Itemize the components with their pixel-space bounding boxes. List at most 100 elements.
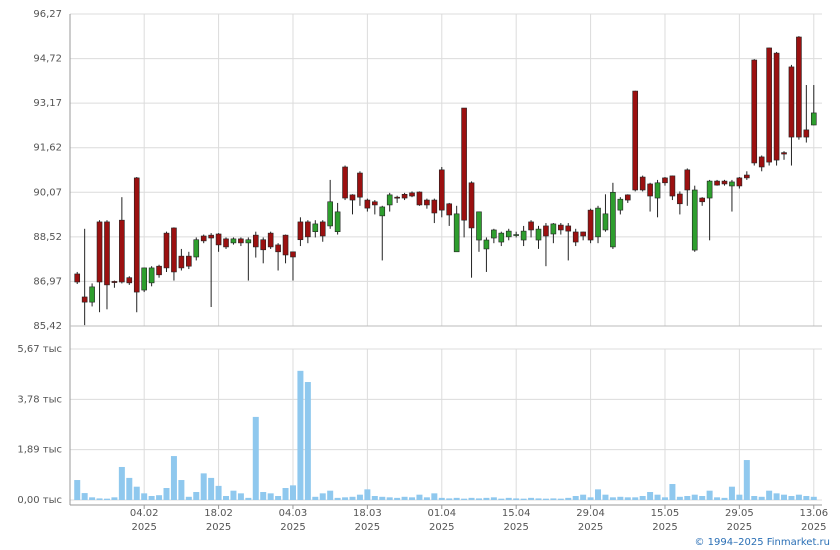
y-tick-label: 0,00 тыс bbox=[17, 495, 62, 506]
volume-bar bbox=[89, 497, 96, 500]
x-tick-label: 18.02 2025 bbox=[204, 508, 233, 533]
candle-body bbox=[468, 182, 475, 229]
volume-bar bbox=[297, 370, 304, 500]
x-tick-label: 29.04 2025 bbox=[576, 508, 605, 533]
volume-bar bbox=[356, 494, 363, 500]
volume-bar bbox=[632, 497, 639, 500]
x-tick-label: 18.03 2025 bbox=[353, 508, 382, 533]
volume-bar bbox=[416, 494, 423, 500]
volume-bar bbox=[431, 493, 438, 500]
volume-bar bbox=[520, 498, 527, 500]
volume-bar bbox=[654, 494, 661, 500]
volume-bar bbox=[714, 497, 721, 500]
volume-bar bbox=[609, 497, 616, 500]
candle-body bbox=[89, 286, 95, 303]
candle-body bbox=[193, 239, 200, 258]
candle-body bbox=[721, 180, 728, 185]
candle-body bbox=[372, 201, 378, 206]
volume-bar bbox=[386, 497, 393, 500]
x-tick-label: 04.02 2025 bbox=[130, 508, 159, 533]
volume-bar bbox=[505, 497, 512, 500]
candle-body bbox=[171, 227, 177, 273]
volume-bar bbox=[275, 496, 282, 500]
candle-body bbox=[379, 206, 386, 217]
volume-bar bbox=[185, 496, 192, 500]
candle-body bbox=[252, 234, 259, 248]
candle-body bbox=[364, 199, 371, 209]
candle-body bbox=[699, 197, 705, 203]
candle-body bbox=[424, 199, 430, 206]
x-tick-label: 01.04 2025 bbox=[427, 508, 456, 533]
volume-bar bbox=[74, 480, 81, 500]
candle-body bbox=[200, 235, 207, 242]
candle-body bbox=[632, 90, 639, 191]
volume-bar bbox=[810, 496, 817, 500]
candle-body bbox=[342, 166, 348, 199]
candle-body bbox=[617, 198, 624, 211]
volume-bar bbox=[676, 496, 683, 500]
candle-body bbox=[431, 199, 438, 214]
candle-body bbox=[736, 177, 743, 187]
candle-body bbox=[565, 225, 572, 232]
candle-body bbox=[766, 47, 772, 163]
candle-body bbox=[119, 219, 125, 283]
candle-body bbox=[282, 234, 289, 256]
volume-bar bbox=[208, 477, 215, 500]
y-tick-label: 96,27 bbox=[33, 9, 62, 20]
candle-body bbox=[349, 194, 356, 201]
volume-bar bbox=[602, 494, 609, 500]
candle-body bbox=[505, 230, 512, 238]
candle-body bbox=[186, 255, 192, 267]
volume-bar bbox=[304, 382, 311, 500]
volume-bar bbox=[788, 496, 795, 500]
volume-bar bbox=[795, 494, 802, 500]
candle-body bbox=[148, 267, 155, 284]
candle-body bbox=[677, 193, 683, 205]
volume-bar bbox=[260, 492, 267, 500]
candle-body bbox=[654, 182, 661, 199]
candle-body bbox=[691, 189, 698, 251]
volume-bar bbox=[751, 496, 758, 500]
volume-bar bbox=[237, 493, 244, 500]
candle-body bbox=[238, 238, 244, 244]
footer-link[interactable]: © 1994–2025 Finmarket.ru bbox=[694, 537, 830, 548]
volume-bar bbox=[81, 493, 88, 500]
volume-bar bbox=[230, 490, 237, 500]
volume-bar bbox=[498, 498, 505, 500]
candle-body bbox=[669, 175, 676, 197]
candle-body bbox=[744, 174, 750, 179]
volume-bar bbox=[126, 477, 133, 500]
volume-bar bbox=[773, 493, 780, 500]
candle-body bbox=[334, 211, 341, 232]
volume-bar bbox=[319, 493, 326, 500]
candle-body bbox=[267, 232, 274, 248]
candle-body bbox=[416, 191, 423, 206]
volume-bar bbox=[542, 498, 549, 500]
volume-bar bbox=[624, 497, 631, 500]
volume-bar bbox=[394, 497, 401, 500]
y-tick-label: 93,17 bbox=[33, 98, 62, 109]
candle-body bbox=[126, 277, 133, 284]
candle-body bbox=[141, 267, 147, 291]
candle-body bbox=[602, 213, 609, 231]
volume-bar bbox=[758, 496, 765, 500]
candle-body bbox=[305, 221, 311, 238]
candle-body bbox=[409, 192, 415, 197]
y-tick-label: 3,78 тыс bbox=[17, 394, 62, 405]
y-tick-label: 94,72 bbox=[33, 54, 62, 65]
candle-body bbox=[684, 169, 691, 191]
volume-bar bbox=[401, 496, 408, 500]
y-tick-label: 91,62 bbox=[33, 143, 62, 154]
volume-bar bbox=[699, 496, 706, 500]
candle-body bbox=[595, 207, 601, 238]
volume-bar bbox=[647, 492, 654, 500]
candle-body bbox=[729, 181, 735, 187]
candle-body bbox=[208, 234, 214, 239]
volume-bar bbox=[349, 496, 356, 500]
volume-bar bbox=[409, 497, 416, 500]
volume-bar bbox=[342, 497, 349, 500]
candle-body bbox=[543, 225, 549, 237]
volume-bar bbox=[736, 494, 743, 500]
candle-body bbox=[520, 230, 527, 241]
volume-bar bbox=[461, 498, 468, 500]
